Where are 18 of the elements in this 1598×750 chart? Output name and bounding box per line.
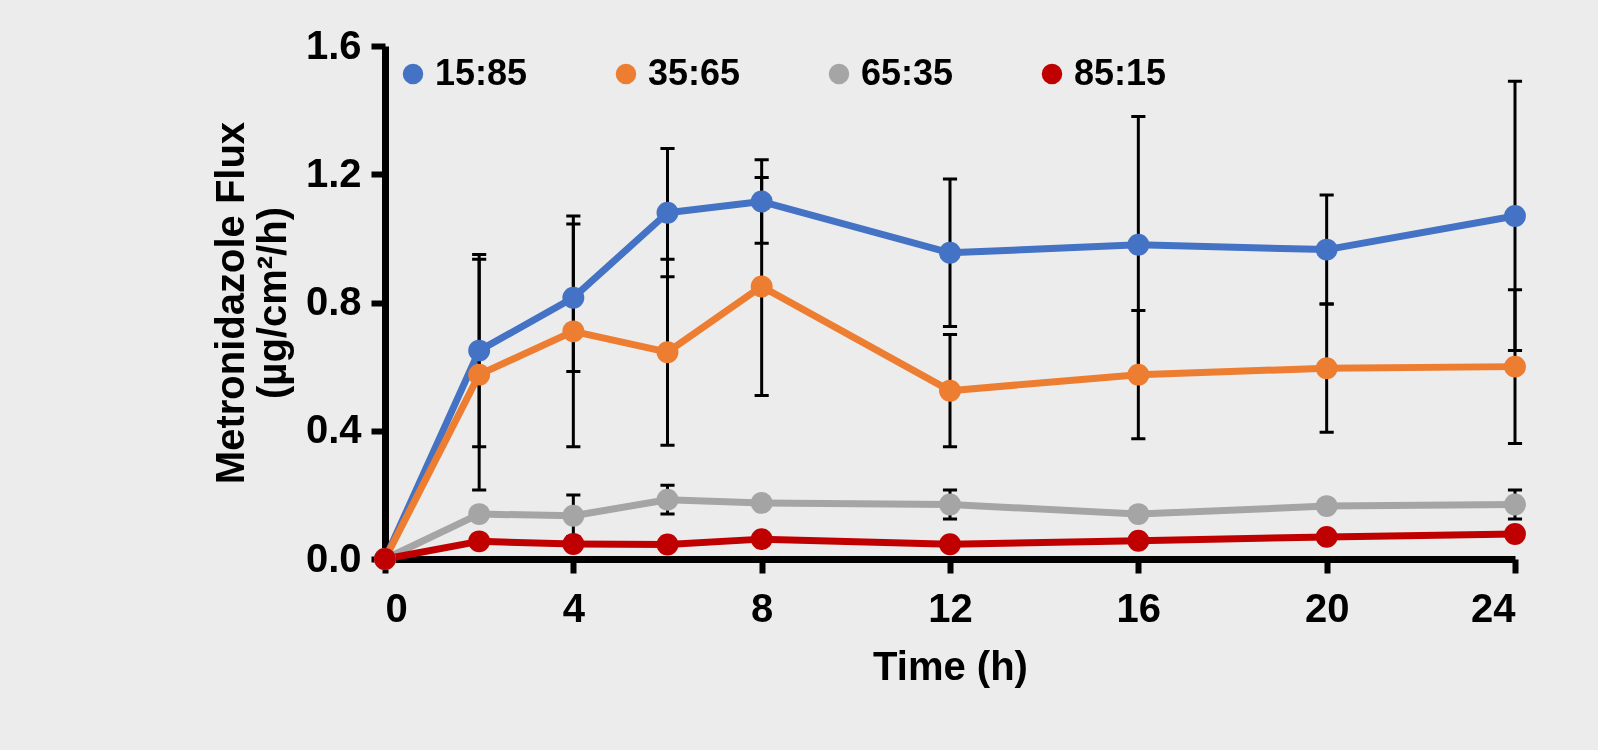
x-tick-label: 16	[1116, 585, 1162, 630]
legend-label: 85:15	[1074, 52, 1167, 93]
y-tick-label: 0.4	[305, 407, 363, 452]
y-tick-label: 1.2	[305, 150, 362, 195]
x-tick-label: 24	[1471, 585, 1517, 630]
x-tick-label: 4	[562, 585, 586, 630]
y-tick-label: 0.0	[305, 535, 362, 580]
y-axis-title: Metronidazole Flux (µg/cm²/h)	[207, 121, 294, 485]
legend-label: 35:65	[648, 52, 741, 93]
x-axis-title: Time (h)	[873, 643, 1028, 688]
x-tick-label: 0	[385, 585, 408, 630]
y-tick-label: 0.8	[305, 279, 362, 323]
x-tick-label: 12	[928, 585, 973, 630]
y-tick-label: 1.6	[305, 22, 362, 67]
legend-label: 15:85	[435, 52, 528, 93]
x-tick-label: 20	[1304, 585, 1350, 630]
legend-label: 65:35	[861, 52, 954, 93]
x-tick-label: 8	[751, 585, 774, 630]
